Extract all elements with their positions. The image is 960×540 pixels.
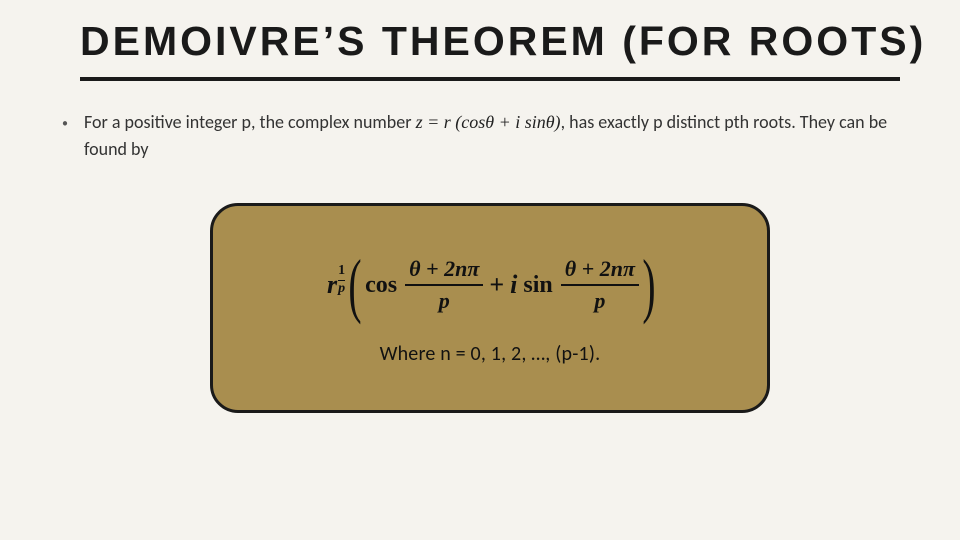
- cos-label: cos: [365, 272, 397, 299]
- sin-numerator: θ + 2nπ: [561, 256, 639, 282]
- exponent-numerator: 1: [338, 264, 345, 279]
- bullet-marker: •: [62, 115, 68, 133]
- right-paren: ): [642, 260, 655, 310]
- title-underline: [80, 77, 900, 81]
- cos-numerator: θ + 2nπ: [405, 256, 483, 282]
- cos-term: cos θ + 2nπ p: [365, 256, 483, 315]
- sin-fraction: θ + 2nπ p: [561, 256, 639, 315]
- sin-bar: [561, 284, 639, 286]
- slide: DEMOIVRE’S THEOREM (FOR ROOTS) • For a p…: [0, 0, 960, 540]
- exponent-fraction: 1 p: [338, 264, 345, 296]
- where-text: Where n = 0, 1, 2, …, (p-1).: [380, 342, 601, 366]
- cos-fraction: θ + 2nπ p: [405, 256, 483, 315]
- sin-term: sin θ + 2nπ p: [523, 256, 639, 315]
- left-paren: (: [349, 260, 362, 310]
- r-power-term: r 1 p: [327, 272, 345, 298]
- cos-bar: [405, 284, 483, 286]
- slide-title: DEMOIVRE’S THEOREM (FOR ROOTS): [80, 18, 900, 65]
- root-formula: r 1 p ( cos θ + 2nπ p + i sin: [327, 256, 653, 315]
- body-paragraph: • For a positive integer p, the complex …: [80, 109, 900, 163]
- exponent-denominator: p: [338, 282, 345, 297]
- formula-box: r 1 p ( cos θ + 2nπ p + i sin: [210, 203, 770, 413]
- body-pre-text: For a positive integer p, the complex nu…: [84, 111, 416, 133]
- r-base: r: [327, 272, 337, 298]
- sin-label: sin: [523, 272, 552, 299]
- cos-denominator: p: [435, 288, 454, 314]
- body-inline-math: z = r (cosθ + i sinθ): [416, 112, 561, 132]
- plus-sign: +: [489, 270, 504, 300]
- sin-denominator: p: [590, 288, 609, 314]
- i-variable: i: [510, 270, 517, 300]
